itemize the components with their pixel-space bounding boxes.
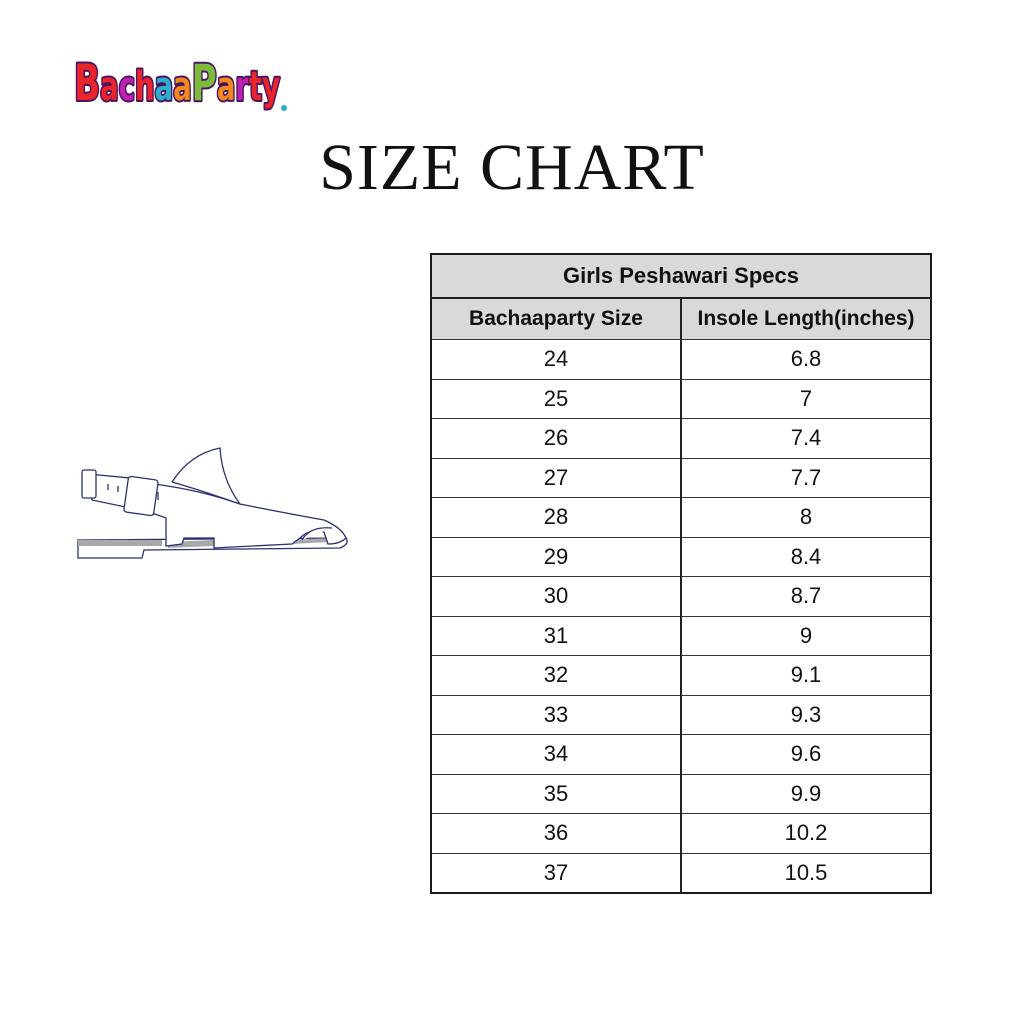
size-cell: 27: [430, 457, 682, 498]
size-cell: 30: [430, 576, 682, 617]
insole-length-cell: 8.7: [680, 576, 932, 617]
size-cell: 25: [430, 378, 682, 419]
table-row: 33 9.3: [430, 694, 932, 735]
size-cell: 29: [430, 536, 682, 577]
table-row: 31 9: [430, 615, 932, 656]
table-row: 25 7: [430, 378, 932, 419]
table-row: 27 7.7: [430, 457, 932, 498]
size-cell: 35: [430, 773, 682, 814]
table-row: 36 10.2: [430, 813, 932, 854]
insole-length-cell: 7: [680, 378, 932, 419]
insole-length-cell: 10.5: [680, 852, 932, 894]
column-header-size: Bachaaparty Size: [430, 297, 682, 340]
insole-length-cell: 9.9: [680, 773, 932, 814]
column-header-insole-length: Insole Length(inches): [680, 297, 932, 340]
table-caption: Girls Peshawari Specs: [430, 253, 932, 299]
table-row: 35 9.9: [430, 773, 932, 814]
insole-length-cell: 10.2: [680, 813, 932, 854]
size-cell: 37: [430, 852, 682, 894]
bachaaparty-logo: BachaaParty: [72, 52, 287, 114]
size-cell: 31: [430, 615, 682, 656]
table-row: 26 7.4: [430, 418, 932, 459]
insole-length-cell: 9: [680, 615, 932, 656]
page-title: SIZE CHART: [319, 131, 705, 204]
insole-length-cell: 6.8: [680, 339, 932, 380]
table-row: 34 9.6: [430, 734, 932, 775]
svg-text:BachaaParty: BachaaParty: [74, 54, 280, 112]
table-row: 37 10.5: [430, 852, 932, 894]
size-cell: 24: [430, 339, 682, 380]
size-spec-table: Girls Peshawari Specs Bachaaparty Size I…: [430, 253, 932, 894]
size-cell: 26: [430, 418, 682, 459]
size-cell: 33: [430, 694, 682, 735]
table-row: 28 8: [430, 497, 932, 538]
size-cell: 36: [430, 813, 682, 854]
table-row: 32 9.1: [430, 655, 932, 696]
insole-length-cell: 7.7: [680, 457, 932, 498]
insole-length-cell: 8.4: [680, 536, 932, 577]
size-cell: 28: [430, 497, 682, 538]
size-cell: 32: [430, 655, 682, 696]
table-row: 24 6.8: [430, 339, 932, 380]
peshawari-sandal-icon: [77, 447, 348, 559]
insole-length-cell: 9.1: [680, 655, 932, 696]
table-row: 30 8.7: [430, 576, 932, 617]
insole-length-cell: 9.6: [680, 734, 932, 775]
insole-length-cell: 9.3: [680, 694, 932, 735]
table-row: 29 8.4: [430, 536, 932, 577]
insole-length-cell: 8: [680, 497, 932, 538]
insole-length-cell: 7.4: [680, 418, 932, 459]
size-cell: 34: [430, 734, 682, 775]
